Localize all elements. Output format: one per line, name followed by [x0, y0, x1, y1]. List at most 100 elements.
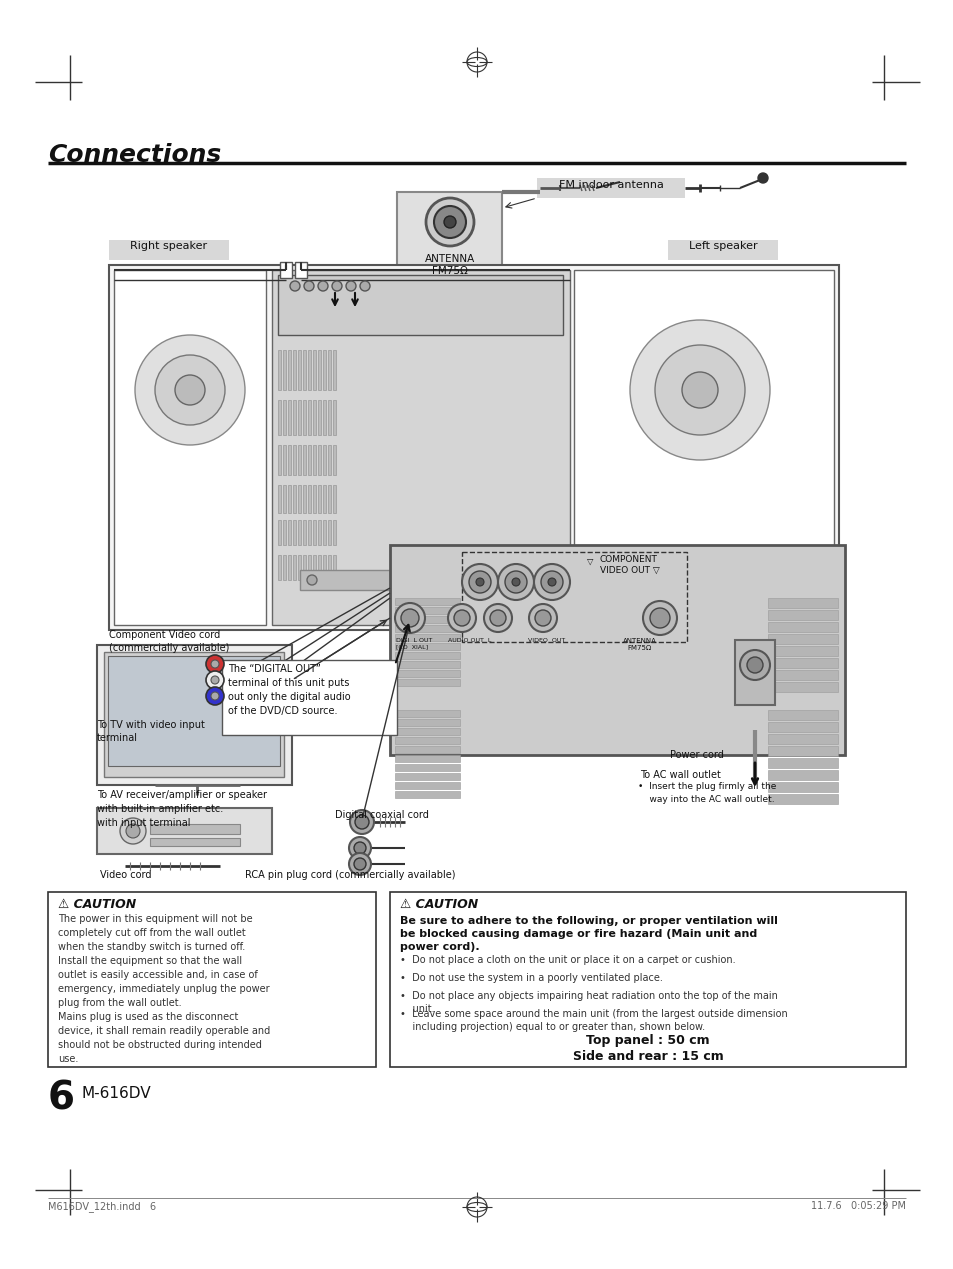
Text: •  Do not place a cloth on the unit or place it on a carpet or cushion.: • Do not place a cloth on the unit or pl…: [399, 956, 735, 964]
Bar: [328, 445, 331, 475]
Bar: [667, 240, 778, 260]
Circle shape: [395, 603, 424, 633]
Bar: [395, 652, 459, 659]
Bar: [303, 400, 306, 435]
Bar: [303, 445, 306, 475]
Text: COMPONENT
VIDEO OUT ▽: COMPONENT VIDEO OUT ▽: [599, 555, 659, 575]
Bar: [288, 485, 291, 513]
Circle shape: [512, 577, 519, 586]
Bar: [277, 520, 281, 544]
Text: •  Leave some space around the main unit (from the largest outside dimension
   : • Leave some space around the main unit …: [399, 1009, 787, 1032]
Text: •  Do not place any objects impairing heat radiation onto the top of the main
  : • Do not place any objects impairing hea…: [399, 991, 777, 1014]
Bar: [395, 615, 459, 623]
Bar: [299, 570, 390, 590]
Bar: [303, 350, 306, 390]
Bar: [288, 555, 291, 580]
Bar: [313, 350, 315, 390]
Bar: [303, 555, 306, 580]
Circle shape: [534, 563, 569, 600]
Bar: [308, 555, 311, 580]
Circle shape: [355, 815, 369, 829]
Text: VIDEO  OUT: VIDEO OUT: [527, 638, 565, 643]
Bar: [293, 350, 295, 390]
Text: ▽: ▽: [586, 557, 593, 566]
Circle shape: [307, 575, 316, 585]
Bar: [767, 709, 837, 720]
Bar: [396, 192, 501, 272]
Circle shape: [461, 563, 497, 600]
Bar: [277, 555, 281, 580]
Text: Connections: Connections: [48, 143, 221, 168]
Circle shape: [206, 671, 224, 689]
Bar: [288, 350, 291, 390]
Circle shape: [547, 577, 556, 586]
Text: DIGI  L OUT: DIGI L OUT: [395, 638, 432, 643]
Bar: [395, 720, 459, 726]
Circle shape: [758, 173, 767, 183]
Bar: [283, 520, 286, 544]
Bar: [97, 645, 292, 786]
Circle shape: [350, 810, 374, 834]
Bar: [767, 794, 837, 805]
Bar: [333, 400, 335, 435]
Text: The power in this equipment will not be
completely cut off from the wall outlet
: The power in this equipment will not be …: [58, 914, 270, 1063]
Bar: [297, 400, 301, 435]
Bar: [767, 782, 837, 792]
Text: AUDIO OUT  L: AUDIO OUT L: [448, 638, 491, 643]
Bar: [222, 660, 396, 735]
Bar: [308, 485, 311, 513]
Text: Power cord: Power cord: [669, 750, 723, 760]
Circle shape: [443, 216, 456, 228]
Bar: [333, 350, 335, 390]
Bar: [328, 555, 331, 580]
Circle shape: [649, 608, 669, 628]
Bar: [390, 892, 905, 1067]
Bar: [108, 656, 280, 766]
Circle shape: [535, 610, 551, 626]
Bar: [277, 400, 281, 435]
Bar: [303, 520, 306, 544]
Circle shape: [354, 843, 366, 854]
Circle shape: [483, 604, 512, 632]
Circle shape: [211, 660, 219, 667]
Bar: [395, 782, 459, 789]
Circle shape: [740, 650, 769, 680]
Bar: [395, 746, 459, 753]
Circle shape: [135, 335, 245, 445]
Bar: [283, 445, 286, 475]
Text: •  Do not use the system in a poorly ventilated place.: • Do not use the system in a poorly vent…: [399, 973, 662, 983]
Bar: [272, 270, 569, 626]
Bar: [767, 733, 837, 744]
Circle shape: [346, 280, 355, 291]
Bar: [313, 555, 315, 580]
Bar: [297, 350, 301, 390]
Bar: [323, 485, 326, 513]
Bar: [323, 350, 326, 390]
Bar: [333, 445, 335, 475]
Bar: [313, 400, 315, 435]
Bar: [767, 770, 837, 780]
Circle shape: [120, 819, 146, 844]
Bar: [395, 626, 459, 632]
Bar: [333, 555, 335, 580]
Bar: [395, 679, 459, 687]
Bar: [109, 240, 229, 260]
Bar: [150, 824, 240, 834]
Bar: [767, 681, 837, 692]
Bar: [303, 485, 306, 513]
Bar: [277, 445, 281, 475]
Bar: [308, 445, 311, 475]
Bar: [294, 261, 307, 278]
Bar: [767, 758, 837, 768]
Bar: [323, 555, 326, 580]
Circle shape: [349, 853, 371, 876]
Bar: [283, 400, 286, 435]
Circle shape: [211, 676, 219, 684]
Circle shape: [529, 604, 557, 632]
Bar: [317, 350, 320, 390]
Bar: [150, 838, 240, 846]
Bar: [767, 598, 837, 608]
Circle shape: [454, 610, 470, 626]
Bar: [395, 643, 459, 650]
Text: Top panel : 50 cm: Top panel : 50 cm: [585, 1034, 709, 1047]
